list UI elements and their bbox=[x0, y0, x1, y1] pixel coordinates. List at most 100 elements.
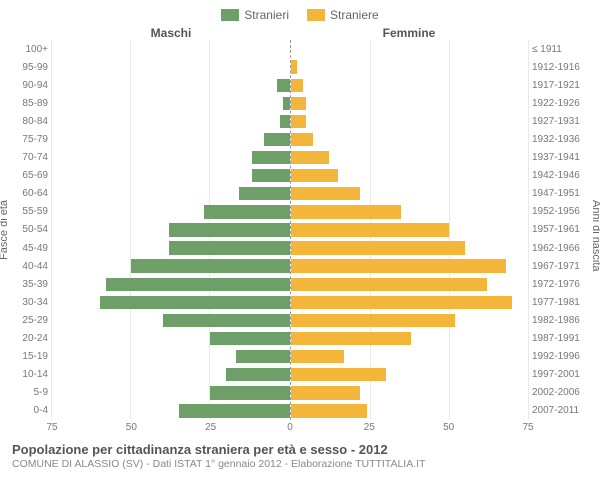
bar-male bbox=[163, 314, 290, 327]
bar-row-female bbox=[291, 221, 529, 239]
bars-male bbox=[52, 40, 291, 420]
bar-row-female bbox=[291, 130, 529, 148]
age-label: 75-79 bbox=[10, 130, 48, 148]
bar-female bbox=[291, 386, 361, 399]
birth-label: 1917-1921 bbox=[532, 76, 590, 94]
age-label: 65-69 bbox=[10, 167, 48, 185]
bar-female bbox=[291, 259, 506, 272]
bar-male bbox=[283, 97, 289, 110]
birth-label: 1967-1971 bbox=[532, 257, 590, 275]
legend-swatch-female bbox=[307, 9, 325, 21]
legend-item-female: Straniere bbox=[307, 8, 379, 22]
birth-label: 1972-1976 bbox=[532, 275, 590, 293]
age-label: 0-4 bbox=[10, 402, 48, 420]
plot-area: 100+95-9990-9485-8980-8475-7970-7465-696… bbox=[10, 40, 590, 420]
bar-row-female bbox=[291, 112, 529, 130]
bar-male bbox=[179, 404, 290, 417]
bar-male bbox=[239, 187, 290, 200]
x-axis-right: 255075 bbox=[290, 420, 528, 436]
bar-row-male bbox=[52, 366, 290, 384]
bar-male bbox=[264, 133, 289, 146]
x-tick: 75 bbox=[46, 422, 57, 433]
column-headers: Maschi Femmine bbox=[10, 26, 590, 40]
bar-row-female bbox=[291, 58, 529, 76]
legend: Stranieri Straniere bbox=[10, 8, 590, 22]
bar-row-male bbox=[52, 275, 290, 293]
bar-row-male bbox=[52, 185, 290, 203]
bar-female bbox=[291, 169, 339, 182]
bar-male bbox=[252, 151, 290, 164]
bar-male bbox=[100, 296, 290, 309]
birth-label: 2002-2006 bbox=[532, 384, 590, 402]
legend-item-male: Stranieri bbox=[221, 8, 289, 22]
bar-row-male bbox=[52, 311, 290, 329]
birth-label: 1987-1991 bbox=[532, 330, 590, 348]
bar-row-male bbox=[52, 149, 290, 167]
age-label: 45-49 bbox=[10, 239, 48, 257]
age-label: 95-99 bbox=[10, 58, 48, 76]
x-tick: 75 bbox=[522, 422, 533, 433]
bar-female bbox=[291, 404, 367, 417]
age-label: 60-64 bbox=[10, 185, 48, 203]
bar-row-male bbox=[52, 76, 290, 94]
bar-row-male bbox=[52, 257, 290, 275]
age-label: 70-74 bbox=[10, 149, 48, 167]
birth-label: ≤ 1911 bbox=[532, 40, 590, 58]
x-tick: 25 bbox=[364, 422, 375, 433]
bar-row-female bbox=[291, 40, 529, 58]
bar-row-female bbox=[291, 239, 529, 257]
age-label: 15-19 bbox=[10, 348, 48, 366]
bar-female bbox=[291, 60, 297, 73]
bar-row-female bbox=[291, 293, 529, 311]
bar-row-female bbox=[291, 94, 529, 112]
bar-male bbox=[169, 241, 289, 254]
bar-male bbox=[169, 223, 289, 236]
age-label: 30-34 bbox=[10, 293, 48, 311]
x-tick: 50 bbox=[126, 422, 137, 433]
bars-female bbox=[291, 40, 529, 420]
bar-male bbox=[106, 278, 290, 291]
birth-label: 1932-1936 bbox=[532, 130, 590, 148]
bar-female bbox=[291, 205, 402, 218]
age-label: 55-59 bbox=[10, 203, 48, 221]
bar-male bbox=[280, 115, 290, 128]
bar-row-male bbox=[52, 221, 290, 239]
bar-row-female bbox=[291, 149, 529, 167]
chart-title: Popolazione per cittadinanza straniera p… bbox=[12, 442, 588, 457]
y-axis-title-right: Anni di nascita bbox=[590, 200, 600, 272]
x-axis-left: 7550250 bbox=[52, 420, 290, 436]
x-axis: 7550250 255075 bbox=[10, 420, 590, 436]
bar-row-male bbox=[52, 94, 290, 112]
bar-row-female bbox=[291, 384, 529, 402]
bar-row-female bbox=[291, 366, 529, 384]
age-label: 5-9 bbox=[10, 384, 48, 402]
bar-row-male bbox=[52, 348, 290, 366]
bar-row-male bbox=[52, 203, 290, 221]
bars-area bbox=[52, 40, 528, 420]
bar-row-male bbox=[52, 293, 290, 311]
gridline bbox=[528, 40, 529, 420]
birth-label: 1937-1941 bbox=[532, 149, 590, 167]
bar-row-male bbox=[52, 167, 290, 185]
bar-row-female bbox=[291, 402, 529, 420]
x-tick: 25 bbox=[205, 422, 216, 433]
bar-female bbox=[291, 278, 487, 291]
bar-female bbox=[291, 187, 361, 200]
bar-row-male bbox=[52, 112, 290, 130]
bar-row-female bbox=[291, 257, 529, 275]
birth-label: 1957-1961 bbox=[532, 221, 590, 239]
bar-row-male bbox=[52, 58, 290, 76]
bar-female bbox=[291, 97, 307, 110]
legend-label-female: Straniere bbox=[330, 8, 379, 22]
birth-label: 1997-2001 bbox=[532, 366, 590, 384]
population-pyramid-chart: Fasce di età Anni di nascita Stranieri S… bbox=[0, 0, 600, 500]
bar-female bbox=[291, 241, 465, 254]
bar-row-male bbox=[52, 40, 290, 58]
age-label: 25-29 bbox=[10, 311, 48, 329]
bar-row-female bbox=[291, 185, 529, 203]
bar-female bbox=[291, 332, 411, 345]
bar-female bbox=[291, 133, 313, 146]
age-label: 100+ bbox=[10, 40, 48, 58]
bar-male bbox=[252, 169, 290, 182]
birth-label: 2007-2011 bbox=[532, 402, 590, 420]
